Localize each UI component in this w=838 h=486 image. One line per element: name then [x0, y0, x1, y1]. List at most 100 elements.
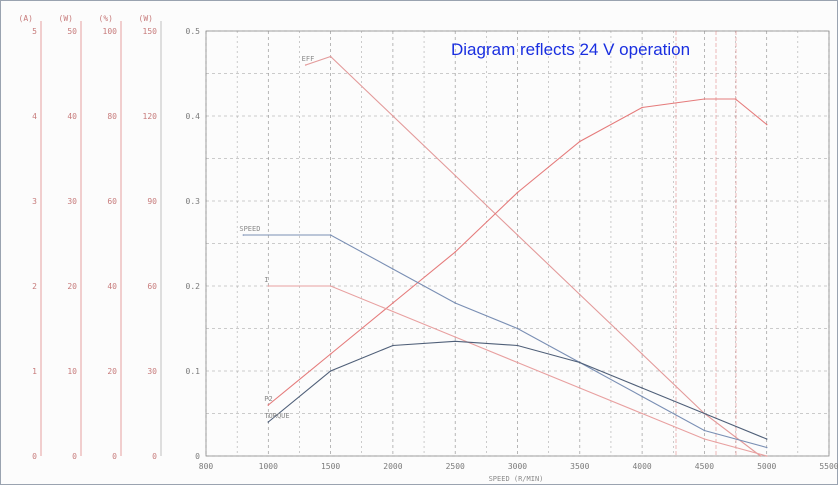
left-axis-tick: 0 — [112, 452, 117, 461]
data-point — [454, 251, 457, 253]
data-point — [392, 302, 394, 304]
x-axis-label: SPEED (R/MIN) — [489, 475, 544, 483]
data-point — [516, 361, 519, 364]
data-point — [267, 285, 270, 287]
data-point — [329, 285, 332, 287]
left-axis-tick: 0 — [152, 452, 157, 461]
x-tick-label: 2000 — [383, 462, 402, 471]
data-point — [392, 268, 394, 270]
data-point — [304, 64, 307, 66]
data-point — [329, 55, 332, 58]
x-tick-label: 4500 — [695, 462, 714, 471]
left-axis-tick: 10 — [67, 367, 77, 376]
x-tick-label: 3000 — [508, 462, 527, 471]
data-point — [641, 387, 643, 389]
data-point — [454, 302, 457, 304]
y-ticks: 0 0.1 0.2 0.3 0.4 0.5 — [186, 27, 201, 461]
data-point — [454, 174, 457, 177]
data-point — [765, 446, 768, 449]
left-axis-unit: (W) — [59, 14, 73, 23]
x-tick-label: 5500 — [819, 462, 838, 471]
x-tick-label: 1500 — [321, 462, 340, 471]
y-tick-label: 0.3 — [186, 197, 201, 206]
data-point — [703, 98, 706, 100]
left-axis-tick: 120 — [143, 112, 158, 121]
left-axis-tick: 40 — [67, 112, 77, 121]
series-line-eff — [305, 55, 761, 457]
data-point — [329, 234, 332, 236]
data-point — [734, 98, 737, 100]
data-point — [267, 421, 270, 423]
left-axis-tick: 3 — [32, 197, 37, 206]
data-point — [242, 234, 245, 236]
left-axis-unit: (%) — [99, 14, 113, 23]
x-tick-label: 5000 — [757, 462, 776, 471]
series-label: TORQUE — [264, 412, 289, 420]
series-label: P2 — [264, 395, 272, 403]
data-point — [765, 455, 768, 457]
series-line-speed — [243, 234, 767, 449]
data-point — [641, 395, 643, 398]
data-point — [392, 310, 394, 313]
data-point — [641, 353, 643, 355]
plot-frame — [205, 30, 830, 457]
data-point — [765, 438, 768, 440]
annotation-note: Diagram reflects 24 V operation — [451, 40, 690, 59]
left-axis-tick: 0 — [32, 452, 37, 461]
data-point — [579, 387, 581, 389]
x-tick-label: 800 — [199, 462, 214, 471]
series-layer: EFF P2 SPEED I TORQUE — [239, 55, 768, 457]
series-label: EFF — [302, 55, 315, 63]
left-axis-tick: 5 — [32, 27, 37, 36]
left-axis-tick: 100 — [103, 27, 118, 36]
data-point — [329, 370, 332, 372]
y-tick-label: 0 — [195, 452, 200, 461]
x-tick-label: 2500 — [446, 462, 465, 471]
left-axis-tick: 1 — [32, 367, 37, 376]
data-point — [516, 344, 519, 347]
left-axis-tick: 50 — [67, 27, 77, 36]
data-point — [454, 336, 457, 338]
x-tick-label: 1000 — [259, 462, 278, 471]
left-axis-tick: 4 — [32, 112, 37, 121]
data-point — [392, 115, 394, 117]
data-point — [579, 361, 581, 364]
data-point — [516, 234, 519, 236]
y-tick-label: 0.5 — [186, 27, 201, 36]
x-ticks: 800 1000 1500 2000 2500 3000 3500 4000 4500 5000 5… — [199, 462, 838, 471]
data-point — [516, 327, 519, 330]
y-tick-label: 0.2 — [186, 282, 201, 291]
left-axis-tick: 60 — [147, 282, 157, 291]
left-axis-tick: 40 — [107, 282, 117, 291]
left-axis-tick: 30 — [147, 367, 157, 376]
left-axis-tick: 80 — [107, 112, 117, 121]
left-axis-tick: 0 — [72, 452, 77, 461]
data-point — [759, 455, 762, 457]
data-point — [579, 293, 581, 296]
left-axis-unit: (W) — [139, 14, 153, 23]
data-point — [641, 412, 643, 415]
data-point — [267, 404, 270, 406]
left-axes: (A) 0 1 2 3 4 5 (W) 0 10 20 30 40 50 (%) 0 20 40 60 80 100 (W… — [19, 14, 162, 461]
left-axis-tick: 2 — [32, 282, 37, 291]
data-point — [392, 344, 394, 347]
series-line-p2 — [267, 98, 768, 406]
series-label: SPEED — [239, 225, 260, 233]
data-point — [703, 429, 706, 432]
data-point — [454, 340, 457, 343]
left-axis-tick: 150 — [143, 27, 158, 36]
left-axis-tick: 30 — [67, 197, 77, 206]
data-point — [703, 438, 706, 440]
x-tick-label: 4000 — [632, 462, 651, 471]
data-point — [329, 353, 332, 355]
series-label: I — [264, 276, 268, 284]
left-axis-tick: 90 — [147, 197, 157, 206]
left-axis-unit: (A) — [19, 14, 33, 23]
data-point — [765, 123, 768, 126]
data-point — [579, 140, 581, 143]
data-point — [641, 106, 643, 109]
series-line-i — [268, 285, 767, 457]
left-axis-tick: 20 — [67, 282, 77, 291]
